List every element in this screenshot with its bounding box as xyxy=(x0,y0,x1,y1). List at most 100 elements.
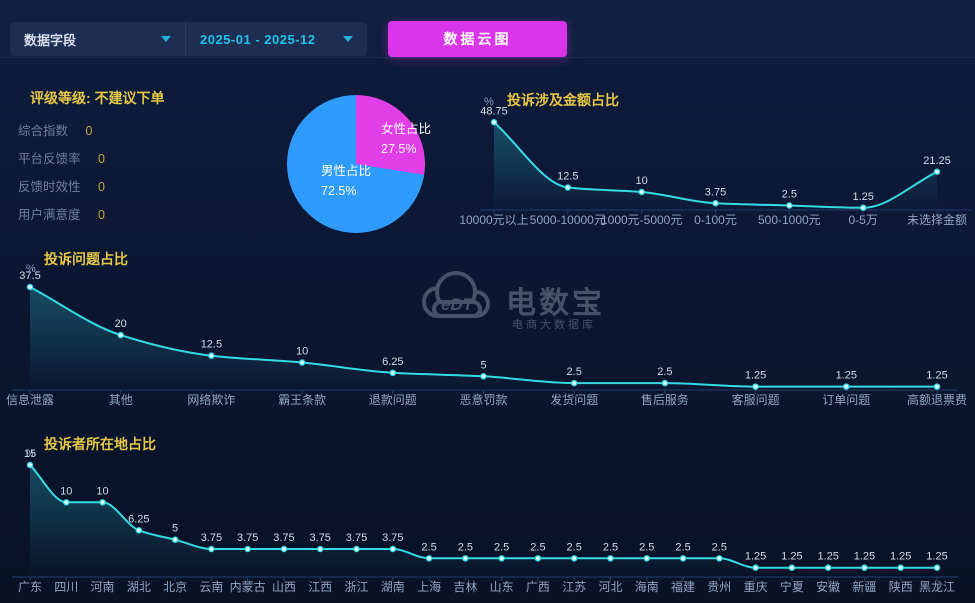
svg-text:2.5: 2.5 xyxy=(458,541,473,553)
svg-text:500-1000元: 500-1000元 xyxy=(758,213,821,227)
data-cloud-button[interactable]: 数据云图 xyxy=(388,21,567,57)
svg-text:2.5: 2.5 xyxy=(639,541,654,553)
metric-label: 综合指数 xyxy=(18,124,69,138)
amount-chart-plot: 48.75 10000元以上 12.5 5000-10000元 10 1000元-5000… xyxy=(459,105,972,227)
filter-bar: 数据字段 2025-01 - 2025-12 xyxy=(10,22,367,56)
problem-chart-title: 投诉问题占比 xyxy=(44,251,128,267)
svg-text:重庆: 重庆 xyxy=(744,580,768,594)
svg-text:1.25: 1.25 xyxy=(926,370,947,382)
svg-text:3.75: 3.75 xyxy=(382,532,403,544)
svg-text:2.5: 2.5 xyxy=(782,189,797,201)
svg-text:2.5: 2.5 xyxy=(494,541,509,553)
svg-text:2.5: 2.5 xyxy=(421,541,436,553)
svg-text:37.5: 37.5 xyxy=(19,270,40,282)
location-line-chart[interactable]: 投诉者所在地占比 % 15 广东 10 四川 10 河南 6.25 湖北 5 北京 3.75 云南 3.… xyxy=(0,428,975,603)
svg-text:售后服务: 售后服务 xyxy=(641,392,689,407)
svg-text:霸王条款: 霸王条款 xyxy=(278,393,326,407)
rating-title: 评级等级: 不建议下单 xyxy=(30,90,165,106)
svg-text:10000元以上: 10000元以上 xyxy=(459,213,528,227)
svg-text:0-100元: 0-100元 xyxy=(694,213,737,227)
svg-text:1.25: 1.25 xyxy=(890,551,911,563)
location-chart-y-unit: % xyxy=(26,448,36,460)
svg-text:6.25: 6.25 xyxy=(128,513,149,525)
problem-line-chart[interactable]: 投诉问题占比 % 37.5 信息泄露 20 其他 12.5 网络欺诈 10 霸王条款 6.25 退… xyxy=(0,245,975,413)
svg-text:1.25: 1.25 xyxy=(781,551,802,563)
svg-text:吉林: 吉林 xyxy=(453,580,477,594)
svg-text:海南: 海南 xyxy=(635,579,659,594)
svg-text:新疆: 新疆 xyxy=(852,579,876,594)
svg-text:高额退票费: 高额退票费 xyxy=(907,392,967,407)
data-field-select-label: 数据字段 xyxy=(24,32,77,48)
metric-label: 平台反馈率 xyxy=(18,152,81,166)
svg-text:北京: 北京 xyxy=(163,580,187,594)
svg-text:河北: 河北 xyxy=(598,580,622,594)
svg-text:山西: 山西 xyxy=(272,580,296,594)
metric-row-composite-index: 综合指数 0 xyxy=(18,120,92,139)
pie-label-female-name: 女性占比 xyxy=(381,122,432,136)
svg-text:2.5: 2.5 xyxy=(675,541,690,553)
svg-text:1.25: 1.25 xyxy=(836,370,857,382)
svg-text:3.75: 3.75 xyxy=(201,532,222,544)
chevron-down-icon xyxy=(343,36,353,42)
svg-text:1.25: 1.25 xyxy=(926,551,947,563)
svg-text:安徽: 安徽 xyxy=(816,579,840,594)
problem-chart-y-unit: % xyxy=(26,263,36,275)
svg-text:12.5: 12.5 xyxy=(557,171,578,183)
svg-text:5: 5 xyxy=(480,359,486,371)
chevron-down-icon xyxy=(161,36,171,42)
svg-text:其他: 其他 xyxy=(109,393,133,407)
svg-text:广东: 广东 xyxy=(18,580,42,594)
svg-text:湖南: 湖南 xyxy=(381,579,405,594)
pie-label-female-value: 27.5% xyxy=(381,142,417,156)
metric-label: 反馈时效性 xyxy=(18,180,81,194)
svg-text:15: 15 xyxy=(24,448,36,460)
svg-text:四川: 四川 xyxy=(54,580,78,594)
metric-label: 用户满意度 xyxy=(18,208,81,222)
svg-text:1.25: 1.25 xyxy=(745,370,766,382)
pie-label-male: 男性占比 72.5% xyxy=(321,161,371,201)
svg-text:5000-10000元: 5000-10000元 xyxy=(530,213,606,227)
amount-line-chart[interactable]: 投诉涉及金额占比 % 48.75 10000元以上 12.5 5000-10000元 1… xyxy=(459,88,975,238)
svg-text:1.25: 1.25 xyxy=(852,191,873,203)
svg-text:网络欺诈: 网络欺诈 xyxy=(187,392,235,407)
metric-row-user-satisfaction: 用户满意度 0 xyxy=(18,204,105,223)
gender-pie-chart[interactable]: 女性占比 27.5% 男性占比 72.5% xyxy=(287,95,431,233)
svg-text:10: 10 xyxy=(60,485,72,497)
metric-row-feedback-rate: 平台反馈率 0 xyxy=(18,148,105,167)
svg-text:1.25: 1.25 xyxy=(817,551,838,563)
svg-text:1.25: 1.25 xyxy=(854,551,875,563)
svg-text:广西: 广西 xyxy=(526,580,550,594)
svg-text:宁夏: 宁夏 xyxy=(780,579,804,594)
svg-text:发货问题: 发货问题 xyxy=(550,392,598,407)
pie-graphic xyxy=(287,95,425,233)
svg-text:3.75: 3.75 xyxy=(310,532,331,544)
svg-text:订单问题: 订单问题 xyxy=(822,393,870,407)
svg-text:客服问题: 客服问题 xyxy=(732,392,780,407)
svg-text:3.75: 3.75 xyxy=(705,186,726,198)
svg-text:2.5: 2.5 xyxy=(712,541,727,553)
svg-text:2.5: 2.5 xyxy=(603,541,618,553)
metric-value: 0 xyxy=(98,208,105,222)
svg-text:1.25: 1.25 xyxy=(745,551,766,563)
metric-row-feedback-timeliness: 反馈时效性 0 xyxy=(18,176,105,195)
svg-text:2.5: 2.5 xyxy=(530,541,545,553)
pie-label-male-name: 男性占比 xyxy=(321,164,372,178)
svg-text:上海: 上海 xyxy=(417,579,441,594)
svg-text:江苏: 江苏 xyxy=(562,580,586,594)
svg-text:恶意罚款: 恶意罚款 xyxy=(459,392,507,407)
svg-text:信息泄露: 信息泄露 xyxy=(6,392,54,407)
svg-text:3.75: 3.75 xyxy=(346,532,367,544)
svg-text:2.5: 2.5 xyxy=(567,366,582,378)
date-range-select[interactable]: 2025-01 - 2025-12 xyxy=(186,22,367,56)
toolbar: 数据字段 2025-01 - 2025-12 数据云图 xyxy=(0,0,975,58)
svg-text:内蒙古: 内蒙古 xyxy=(230,579,266,594)
svg-text:3.75: 3.75 xyxy=(273,532,294,544)
amount-chart-title: 投诉涉及金额占比 xyxy=(507,92,619,108)
svg-text:21.25: 21.25 xyxy=(923,155,951,167)
amount-chart-y-unit: % xyxy=(484,96,494,108)
data-field-select[interactable]: 数据字段 xyxy=(10,22,186,56)
svg-text:退款问题: 退款问题 xyxy=(369,393,417,407)
location-chart-plot: 15 广东 10 四川 10 河南 6.25 湖北 5 北京 3.75 云南 3.75 内蒙古 3.75 山西… xyxy=(12,448,958,594)
svg-text:陕西: 陕西 xyxy=(889,579,913,594)
svg-text:江西: 江西 xyxy=(308,580,332,594)
